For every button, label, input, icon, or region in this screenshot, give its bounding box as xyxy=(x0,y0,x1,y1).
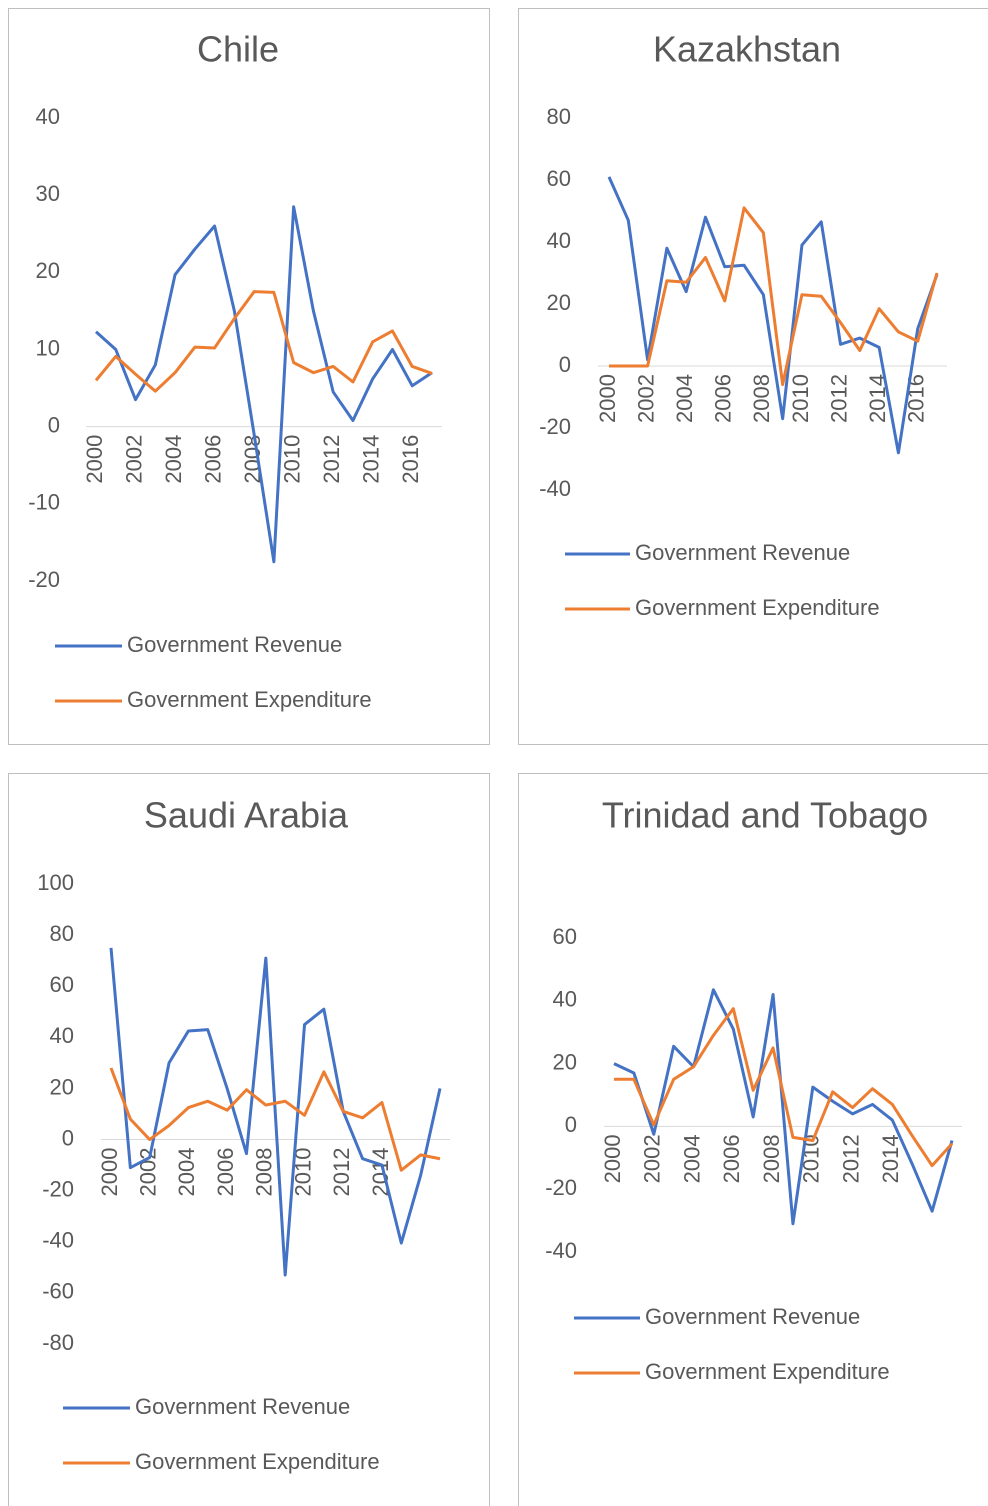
series-line xyxy=(613,988,954,1226)
series-line xyxy=(94,290,433,393)
y-tick-label: 100 xyxy=(37,870,74,895)
y-tick-label: -40 xyxy=(539,476,571,501)
x-tick-label: 2000 xyxy=(595,374,620,423)
series-line xyxy=(614,1007,954,1168)
panel xyxy=(518,773,988,1506)
series-line xyxy=(109,947,442,1277)
series-line xyxy=(609,206,939,387)
y-tick-label: -40 xyxy=(545,1238,577,1263)
y-tick-label: -20 xyxy=(545,1175,577,1200)
x-tick-label: 2004 xyxy=(161,435,186,484)
x-tick-label: 2012 xyxy=(838,1134,863,1183)
y-tick-label: 0 xyxy=(48,412,60,437)
x-tick-label: 2006 xyxy=(213,1148,238,1197)
y-tick-label: -40 xyxy=(42,1228,74,1253)
x-tick-label: 2014 xyxy=(878,1134,903,1183)
y-tick-label: 30 xyxy=(36,181,60,206)
x-tick-label: 2004 xyxy=(679,1134,704,1183)
x-tick-label: 2012 xyxy=(826,374,851,423)
y-tick-label: 20 xyxy=(553,1049,577,1074)
x-tick-label: 2002 xyxy=(136,1148,161,1197)
x-tick-label: 2014 xyxy=(359,435,384,484)
y-tick-label: 60 xyxy=(547,166,571,191)
x-tick-label: 2012 xyxy=(329,1148,354,1197)
series-line xyxy=(94,205,433,564)
legend-label: Government Expenditure xyxy=(135,1449,380,1474)
x-tick-label: 2002 xyxy=(640,1134,665,1183)
y-tick-label: -10 xyxy=(28,490,60,515)
x-tick-label: 2000 xyxy=(82,435,107,484)
x-tick-label: 2006 xyxy=(200,435,225,484)
x-tick-label: 2008 xyxy=(252,1148,277,1197)
y-tick-label: 80 xyxy=(547,104,571,129)
y-tick-label: -20 xyxy=(42,1176,74,1201)
legend-label: Government Expenditure xyxy=(127,687,372,712)
y-tick-label: -20 xyxy=(539,414,571,439)
x-tick-label: 2004 xyxy=(174,1148,199,1197)
x-tick-label: 2000 xyxy=(97,1148,122,1197)
x-tick-label: 2000 xyxy=(600,1134,625,1183)
chart-title: Trinidad and Tobago xyxy=(602,795,928,836)
y-tick-label: 20 xyxy=(547,290,571,315)
chart-title: Saudi Arabia xyxy=(144,795,349,836)
y-tick-label: 20 xyxy=(50,1074,74,1099)
panel xyxy=(8,773,490,1506)
x-tick-label: 2004 xyxy=(672,374,697,423)
legend-label: Government Expenditure xyxy=(645,1359,890,1384)
panel xyxy=(8,8,490,745)
y-tick-label: 0 xyxy=(565,1112,577,1137)
legend-label: Government Revenue xyxy=(135,1394,350,1419)
x-tick-label: 2006 xyxy=(711,374,736,423)
x-tick-label: 2002 xyxy=(633,374,658,423)
x-tick-label: 2010 xyxy=(788,374,813,423)
y-tick-label: 20 xyxy=(36,258,60,283)
y-tick-label: 60 xyxy=(50,972,74,997)
x-tick-label: 2016 xyxy=(398,435,423,484)
y-tick-label: 40 xyxy=(553,987,577,1012)
series-line xyxy=(607,176,939,455)
y-tick-label: 40 xyxy=(36,104,60,129)
x-tick-label: 2008 xyxy=(759,1134,784,1183)
y-tick-label: -80 xyxy=(42,1330,74,1355)
chart-title: Chile xyxy=(197,29,279,70)
y-tick-label: 80 xyxy=(50,921,74,946)
y-tick-label: 40 xyxy=(547,228,571,253)
x-tick-label: 2010 xyxy=(279,435,304,484)
legend-label: Government Revenue xyxy=(127,632,342,657)
panel xyxy=(518,8,988,745)
series-line xyxy=(109,1067,441,1172)
y-tick-label: 40 xyxy=(50,1023,74,1048)
x-tick-label: 2008 xyxy=(749,374,774,423)
y-tick-label: 60 xyxy=(553,924,577,949)
x-tick-label: 2012 xyxy=(319,435,344,484)
x-tick-label: 2002 xyxy=(121,435,146,484)
x-tick-label: 2006 xyxy=(719,1134,744,1183)
y-tick-label: -20 xyxy=(28,567,60,592)
y-tick-label: -60 xyxy=(42,1279,74,1304)
legend-label: Government Expenditure xyxy=(635,595,880,620)
y-tick-label: 10 xyxy=(36,335,60,360)
legend-label: Government Revenue xyxy=(635,540,850,565)
chart-title: Kazakhstan xyxy=(653,29,841,70)
y-tick-label: 0 xyxy=(559,352,571,377)
legend-label: Government Revenue xyxy=(645,1304,860,1329)
y-tick-label: 0 xyxy=(62,1125,74,1150)
